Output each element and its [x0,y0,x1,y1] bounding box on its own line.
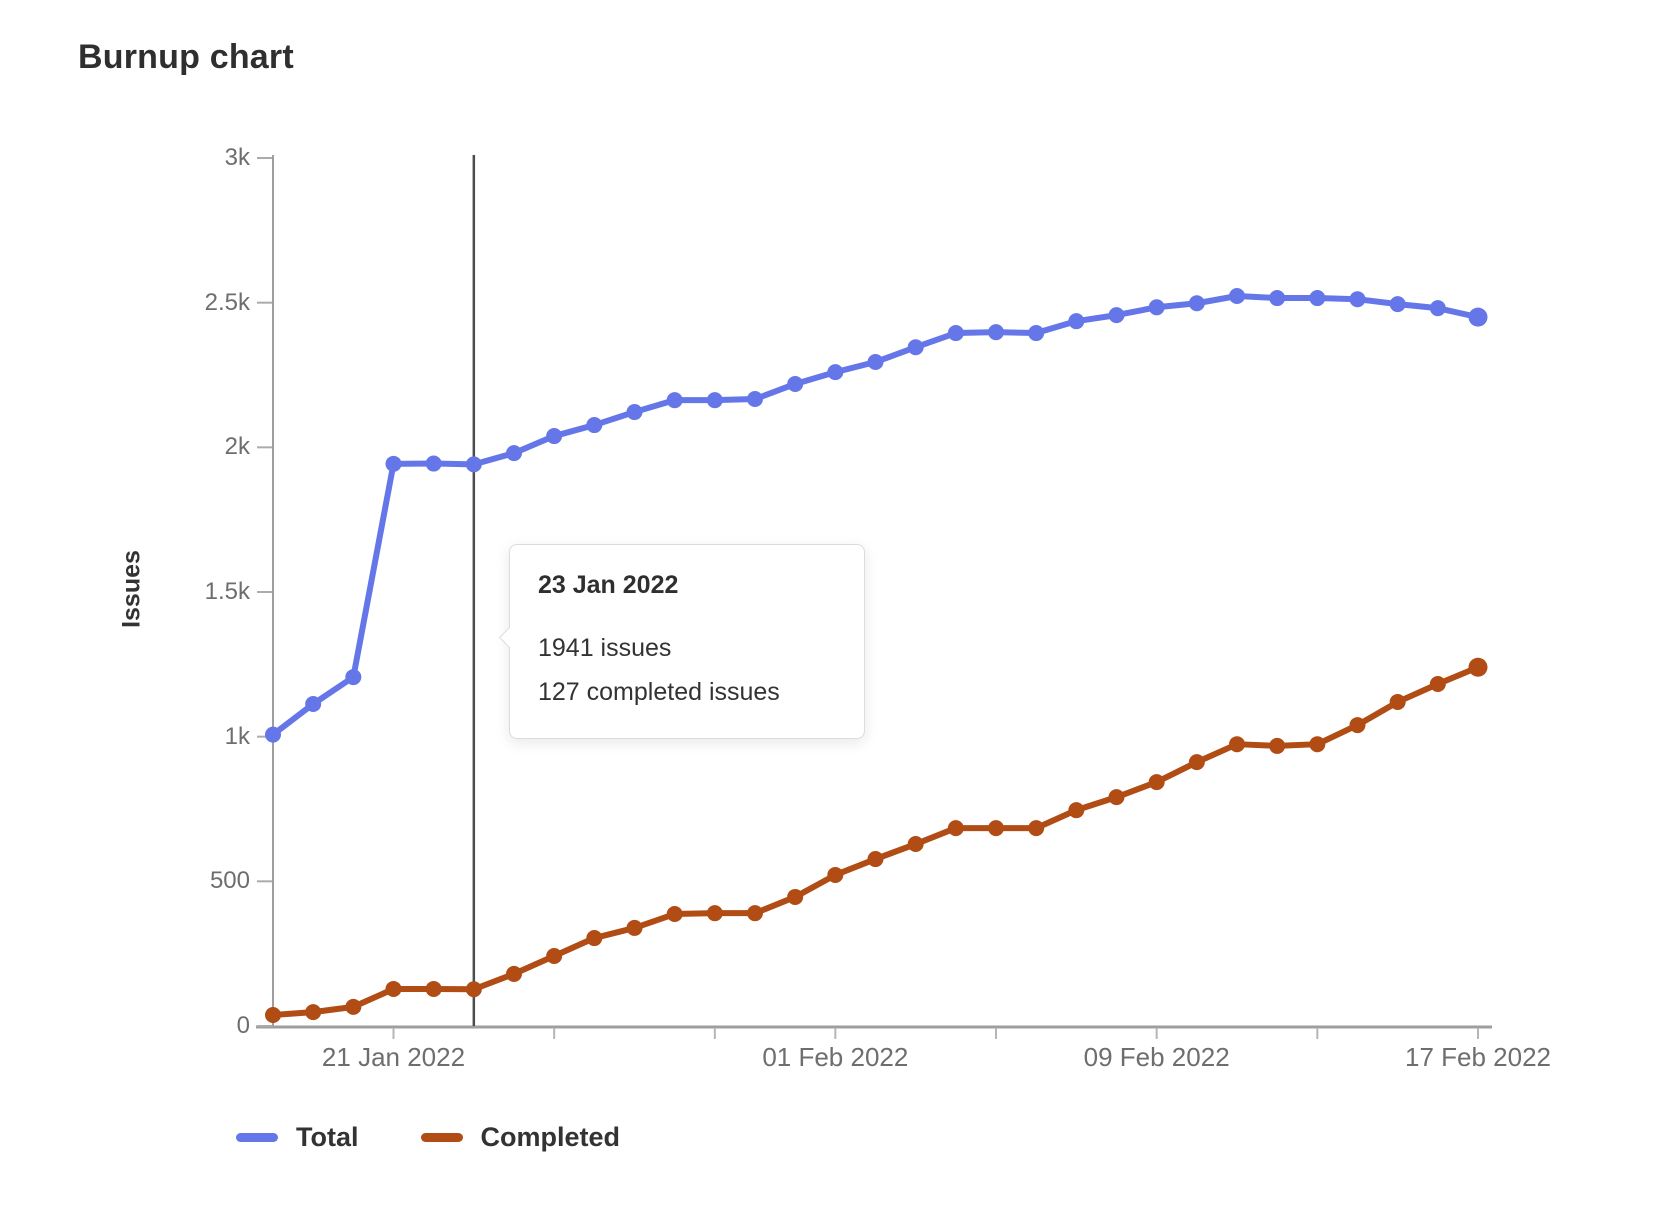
total-point-15[interactable] [867,353,884,370]
total-point-26[interactable] [1309,290,1326,307]
completed-point-19[interactable] [1028,820,1045,837]
total-point-3[interactable] [385,455,402,472]
completed-point-20[interactable] [1068,802,1085,819]
completed-point-23[interactable] [1188,754,1205,771]
total-point-21[interactable] [1108,307,1125,324]
total-point-10[interactable] [666,392,683,409]
y-tick-label: 2k [224,433,250,461]
completed-point-25[interactable] [1269,737,1286,754]
completed-point-16[interactable] [907,836,924,853]
legend-swatch-total-icon [236,1133,278,1142]
completed-point-10[interactable] [666,906,683,923]
y-tick-label: 3k [224,144,250,171]
completed-point-30[interactable] [1468,657,1488,677]
completed-point-12[interactable] [747,905,763,922]
completed-point-11[interactable] [706,905,723,922]
total-point-0[interactable] [265,726,281,743]
completed-point-22[interactable] [1148,774,1165,791]
x-tick-label: 09 Feb 2022 [1083,1042,1230,1072]
completed-line [270,664,1481,1019]
tooltip-completed-issues: 127 completed issues [538,678,780,706]
total-point-16[interactable] [907,339,924,356]
tooltip-date: 23 Jan 2022 [538,571,679,599]
y-tick-label: 1.5k [204,578,250,605]
tooltip: 23 Jan 2022 1941 issues 127 completed is… [498,544,865,739]
y-tick-label: 2.5k [204,288,250,316]
completed-point-28[interactable] [1389,693,1406,710]
y-tick-label: 500 [209,867,250,895]
completed-point-0[interactable] [265,1007,281,1024]
x-tick-label: 17 Feb 2022 [1404,1042,1551,1072]
legend-item-completed[interactable]: Completed [420,1122,621,1153]
total-point-27[interactable] [1349,291,1366,308]
total-point-25[interactable] [1269,290,1286,307]
completed-point-8[interactable] [586,930,603,947]
total-point-14[interactable] [827,364,844,381]
legend: Total Completed [236,1122,620,1153]
total-point-8[interactable] [586,417,603,434]
total-point-7[interactable] [546,428,563,445]
total-point-4[interactable] [425,455,442,472]
x-tick-label: 01 Feb 2022 [762,1042,909,1072]
total-point-13[interactable] [787,375,804,392]
total-point-20[interactable] [1068,313,1085,330]
completed-point-2[interactable] [345,998,362,1015]
total-point-12[interactable] [747,391,763,408]
completed-point-17[interactable] [947,820,964,837]
total-point-17[interactable] [947,325,964,342]
legend-swatch-completed-icon [420,1133,463,1142]
y-tick-label: 0 [236,1012,250,1039]
completed-point-13[interactable] [787,888,804,905]
completed-point-4[interactable] [425,980,442,997]
total-point-5[interactable] [465,456,482,473]
completed-point-14[interactable] [827,866,844,883]
legend-label-completed: Completed [480,1122,621,1152]
total-point-22[interactable] [1148,299,1165,316]
completed-point-3[interactable] [385,980,402,997]
completed-point-9[interactable] [626,919,643,936]
completed-point-26[interactable] [1309,736,1326,753]
total-point-1[interactable] [305,695,322,712]
completed-point-15[interactable] [867,851,884,868]
total-point-6[interactable] [506,445,522,462]
completed-point-6[interactable] [506,965,522,982]
total-point-18[interactable] [988,324,1004,341]
completed-point-21[interactable] [1108,789,1125,806]
total-point-24[interactable] [1229,288,1245,305]
total-point-30[interactable] [1468,307,1488,327]
page-title: Burnup chart [78,38,294,76]
completed-point-1[interactable] [305,1004,322,1021]
total-point-11[interactable] [706,392,723,409]
total-point-9[interactable] [626,404,643,421]
legend-label-total: Total [296,1122,359,1152]
x-tick-label: 21 Jan 2022 [321,1042,466,1072]
tooltip-total-issues: 1941 issues [538,634,672,662]
completed-point-27[interactable] [1349,717,1366,734]
total-point-29[interactable] [1429,300,1446,317]
completed-point-18[interactable] [988,820,1004,837]
completed-point-7[interactable] [546,947,563,964]
total-point-2[interactable] [345,669,362,686]
total-point-28[interactable] [1389,296,1406,313]
total-point-19[interactable] [1028,325,1045,342]
completed-point-24[interactable] [1229,736,1245,753]
completed-point-29[interactable] [1429,676,1446,693]
y-tick-label: 1k [224,722,250,750]
legend-item-total[interactable]: Total [236,1122,359,1153]
total-point-23[interactable] [1188,295,1205,312]
completed-point-5[interactable] [465,981,482,998]
